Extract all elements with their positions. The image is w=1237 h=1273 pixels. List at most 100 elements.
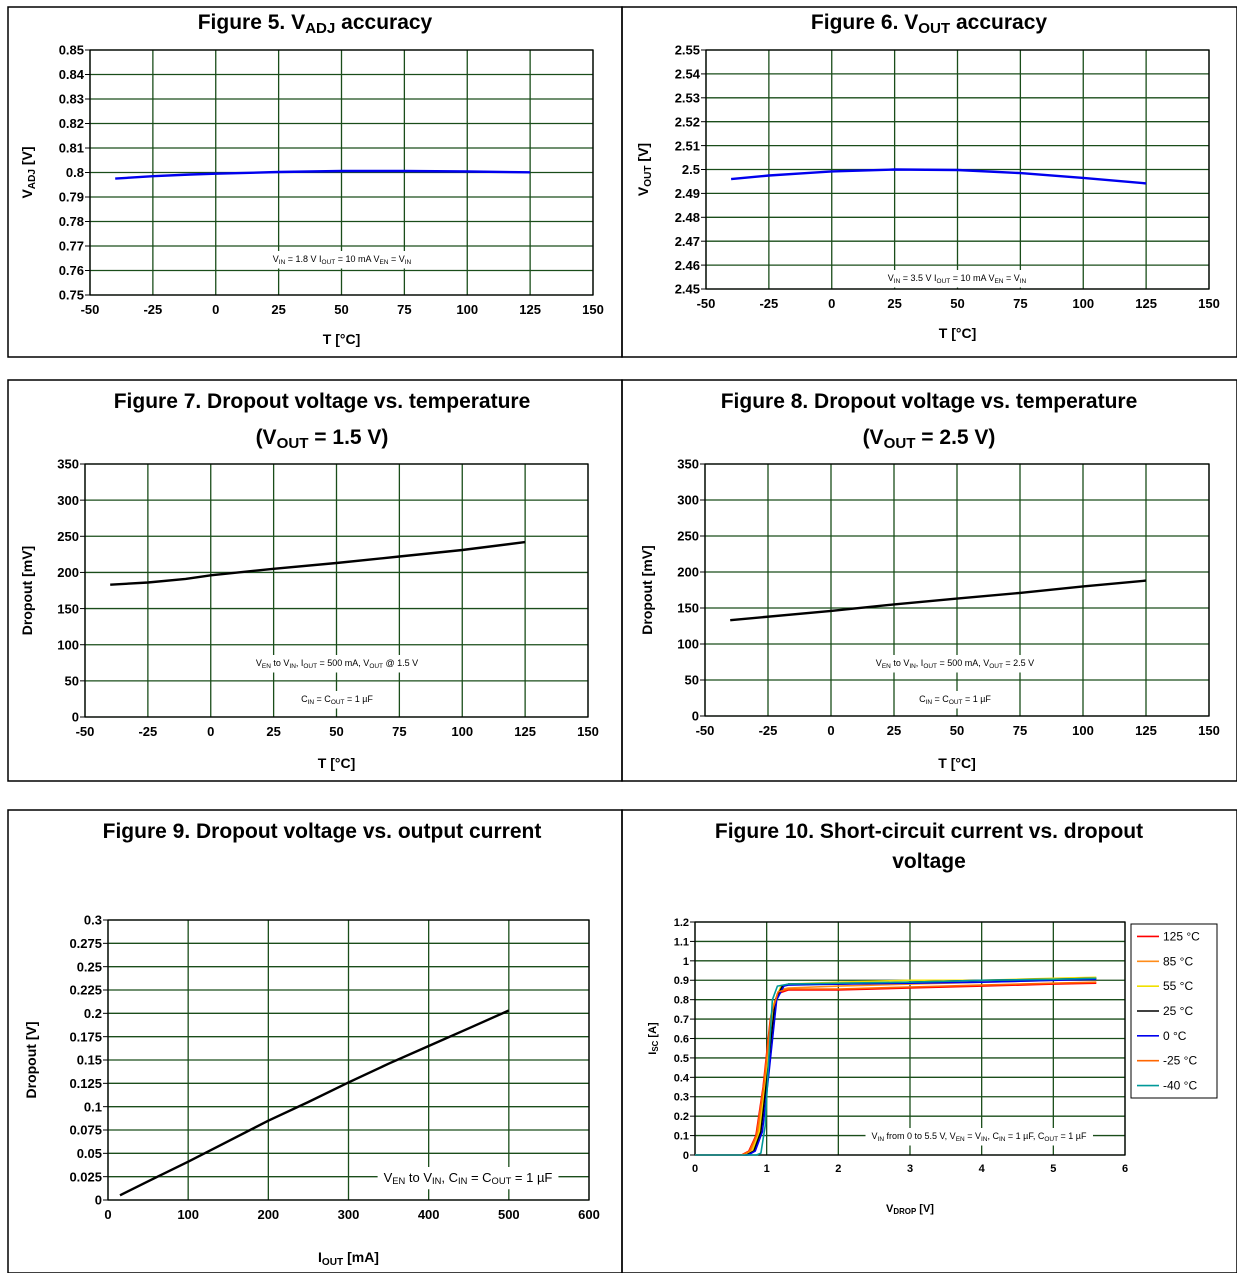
chart-title-line2-part: OUT [277, 435, 310, 452]
chart-title-line2-part: (V [863, 426, 884, 449]
annotation-text-part: = V [1003, 273, 1019, 283]
x-axis-label: T [°C] [939, 325, 976, 341]
y-tick-label: 0.76 [59, 263, 84, 278]
y-tick-label: 2.48 [675, 210, 700, 225]
y-tick-label: 2.49 [675, 186, 700, 201]
annotation-text-part: OUT [331, 699, 345, 706]
annotation-text-part: OUT [937, 278, 951, 285]
y-tick-label: 350 [57, 457, 79, 472]
annotation-text-part: = 1 µF [962, 694, 991, 704]
y-tick-label: 0.1 [84, 1099, 102, 1114]
series-line [110, 540, 526, 586]
legend-label: 125 °C [1163, 929, 1200, 943]
x-tick-label: 25 [266, 724, 280, 739]
annotation-box [913, 691, 998, 709]
annotation-text-part: = 1 µF [344, 694, 373, 704]
y-axis-label: ISC [A] [647, 1022, 660, 1055]
x-tick-label: 0 [212, 302, 219, 317]
x-tick-label: 100 [451, 724, 473, 739]
y-tick-label: 2.46 [675, 258, 700, 273]
y-tick-label: 2.55 [675, 43, 700, 58]
legend-label: 55 °C [1163, 979, 1193, 993]
y-tick-label: 2.45 [675, 282, 700, 297]
y-axis-label: Dropout [mV] [639, 545, 655, 634]
legend-label: 25 °C [1163, 1004, 1193, 1018]
chart-fig6: Figure 6. VOUT accuracy-50 -25 0 25 50 75 100 1… [635, 11, 1220, 341]
annotation-text-part: = 1.8 V I [285, 254, 321, 264]
x-tick-label: 75 [392, 724, 406, 739]
plot-area-frame [89, 49, 594, 296]
x-axis-label: T [°C] [938, 755, 975, 771]
annotation-text-part: from 0 to 5.5 V, V [884, 1131, 956, 1141]
annotation-box [295, 691, 380, 709]
x-axis-label-part: T [°C] [938, 755, 975, 771]
annotation-text-part: = 1 µF [511, 1170, 552, 1185]
x-tick-label: 125 [514, 724, 536, 739]
x-tick-label: 150 [582, 302, 604, 317]
y-tick-label: 0.85 [59, 43, 84, 58]
annotation-text: VIN from 0 to 5.5 V, VEN = VIN, CIN = 1 … [872, 1131, 1087, 1143]
annotation-text-part: , C [441, 1170, 458, 1185]
chart-fig8: Figure 8. Dropout voltage vs. temperatur… [639, 390, 1220, 771]
annotation-text-part: OUT [303, 663, 317, 670]
annotation-text-part: to V [271, 658, 290, 668]
annotation-text-part: to V [405, 1170, 432, 1185]
panel-frames [7, 6, 1237, 1273]
charts: Figure 5. VADJ accuracy-50 -25 0 25 50 75 100 1… [19, 11, 1220, 1268]
gridlines [80, 463, 589, 718]
x-tick-label: -50 [696, 723, 715, 738]
annotation-box [869, 655, 1041, 673]
y-tick-label: 350 [677, 457, 699, 472]
y-tick-label: 0.275 [69, 936, 102, 951]
y-tick-label: 1.2 [674, 917, 689, 929]
annotation-box [865, 1128, 1093, 1146]
y-axis-label-part: [V] [635, 143, 651, 166]
chart-title-part: ADJ [305, 20, 335, 37]
y-tick-label: 300 [57, 493, 79, 508]
legend-label: 0 °C [1163, 1029, 1187, 1043]
y-axis-label-part: I [647, 1052, 659, 1055]
chart-title-part: Figure 10. Short-circuit current vs. dro… [715, 820, 1143, 843]
y-tick-label: 0.5 [674, 1053, 689, 1065]
chart-title-line2: voltage [892, 850, 966, 873]
chart-title: Figure 9. Dropout voltage vs. output cur… [103, 820, 542, 843]
x-tick-label: 0 [207, 724, 214, 739]
x-tick-label: 25 [271, 302, 285, 317]
y-tick-label: 0.1 [674, 1131, 689, 1143]
y-tick-label: 0 [692, 709, 699, 724]
plot-area-frame [107, 919, 590, 1201]
y-tick-label: 0.3 [84, 913, 102, 928]
y-tick-label: 0.175 [69, 1029, 102, 1044]
annotation-text: CIN = COUT = 1 µF [919, 694, 991, 706]
chart-fig9: Figure 9. Dropout voltage vs. output cur… [23, 820, 600, 1268]
annotation-text-part: = 2.5 V [1003, 658, 1034, 668]
annotation-box [249, 655, 425, 673]
x-tick-label: -50 [81, 302, 100, 317]
x-tick-label: 0 [828, 296, 835, 311]
annotation-text: CIN = COUT = 1 µF [301, 694, 373, 706]
x-tick-label: 50 [329, 724, 343, 739]
y-axis-label-part: [A] [647, 1022, 659, 1041]
chart-title-line2-part: = 2.5 V) [915, 426, 995, 449]
chart-title-part: Figure 7. Dropout voltage vs. temperatur… [114, 390, 531, 413]
x-tick-label: 300 [338, 1207, 360, 1222]
annotation-box [377, 1167, 559, 1190]
series-line [730, 579, 1147, 622]
y-axis-label-part: Dropout [mV] [19, 546, 35, 635]
y-tick-label: 200 [57, 565, 79, 580]
gridlines [700, 463, 1210, 717]
plot-area-frame [705, 49, 1210, 290]
annotation-text-part: IN [909, 663, 916, 670]
y-tick-label: 0.8 [674, 995, 689, 1007]
chart-title: Figure 6. VOUT accuracy [811, 11, 1047, 37]
x-tick-label: -25 [143, 302, 162, 317]
x-tick-label: 150 [1198, 296, 1220, 311]
y-tick-label: 100 [57, 637, 79, 652]
x-axis-label: VDROP [V] [886, 1203, 934, 1216]
y-tick-label: 150 [677, 601, 699, 616]
x-tick-label: 75 [1013, 723, 1027, 738]
annotation-text-part: V [872, 1131, 878, 1141]
x-axis-label-part: T [°C] [318, 755, 355, 771]
y-tick-label: 0.78 [59, 214, 84, 229]
annotation-text-part: = 3.5 V I [900, 273, 936, 283]
